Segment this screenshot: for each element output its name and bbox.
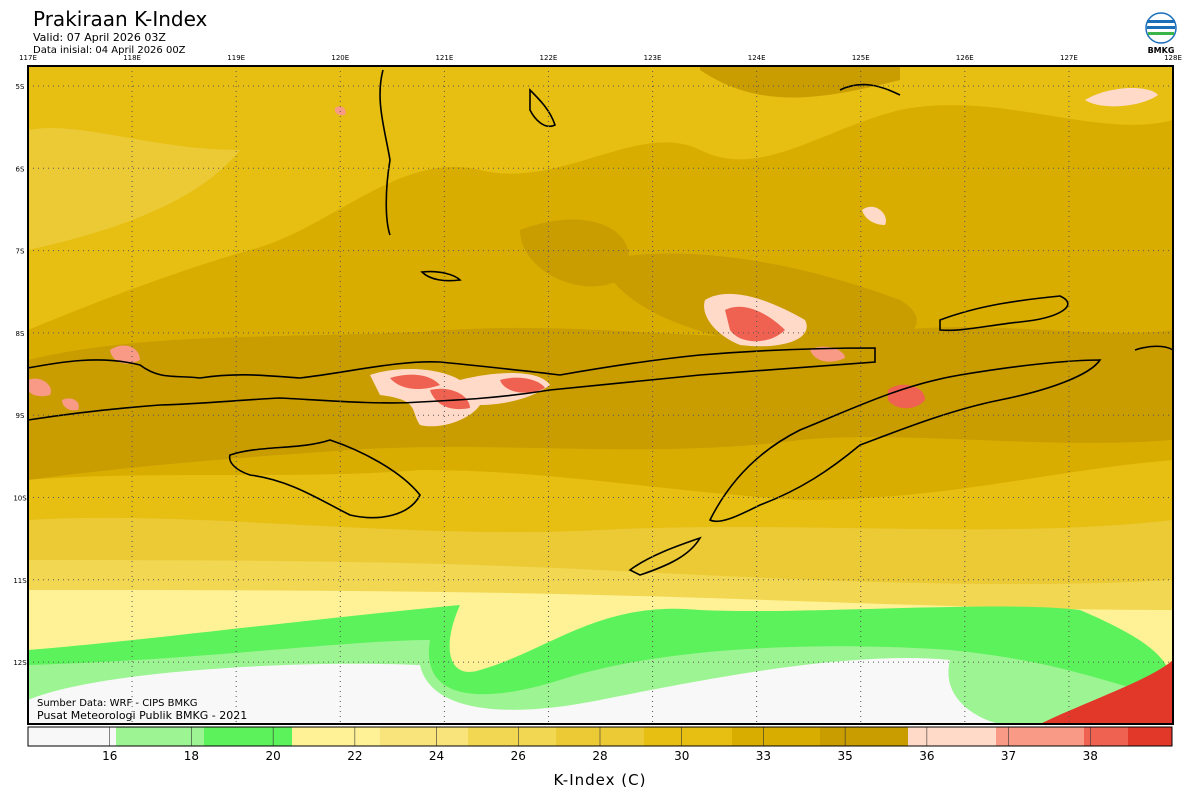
latitude-label: 5S bbox=[16, 83, 25, 91]
longitude-label: 127E bbox=[1060, 54, 1078, 62]
colorbar-segment bbox=[1084, 727, 1128, 746]
colorbar-tick-label: 22 bbox=[347, 749, 362, 763]
colorbar-segment bbox=[732, 727, 820, 746]
colorbar-tick-label: 33 bbox=[756, 749, 771, 763]
colorbar-tick-label: 38 bbox=[1083, 749, 1098, 763]
colorbar-tick-label: 24 bbox=[429, 749, 444, 763]
latitude-label: 10S bbox=[13, 495, 27, 503]
longitude-label: 122E bbox=[540, 54, 558, 62]
colorbar-tick-label: 30 bbox=[674, 749, 689, 763]
longitude-label: 118E bbox=[123, 54, 141, 62]
k-index-field bbox=[28, 66, 1173, 724]
longitude-label: 124E bbox=[748, 54, 766, 62]
colorbar-segment bbox=[996, 727, 1084, 746]
colorbar-frame bbox=[27, 726, 1173, 747]
colorbar-segment bbox=[292, 727, 380, 746]
credit-note: Pusat Meteorologi Publik BMKG - 2021 bbox=[37, 709, 247, 722]
colorbar-label: K-Index (C) bbox=[554, 771, 647, 789]
colorbar-segment bbox=[204, 727, 292, 746]
colorbar-tick-label: 26 bbox=[511, 749, 526, 763]
longitude-label: 123E bbox=[644, 54, 662, 62]
logo-text: BMKG bbox=[1148, 46, 1175, 55]
colorbar-tick-label: 36 bbox=[919, 749, 934, 763]
longitude-label: 128E bbox=[1164, 54, 1182, 62]
colorbar-segment bbox=[116, 727, 204, 746]
colorbar-tick-label: 37 bbox=[1001, 749, 1016, 763]
valid-time: Valid: 07 April 2026 03Z bbox=[33, 31, 166, 44]
latitude-label: 9S bbox=[16, 412, 25, 420]
colorbar-segment bbox=[820, 727, 908, 746]
latitude-label: 11S bbox=[13, 577, 27, 585]
colorbar-tick-label: 35 bbox=[838, 749, 853, 763]
source-note: Sumber Data: WRF - CIPS BMKG bbox=[37, 698, 197, 709]
longitude-label: 119E bbox=[227, 54, 245, 62]
latitude-label: 6S bbox=[16, 165, 25, 173]
colorbar-segment bbox=[908, 727, 996, 746]
colorbar-tick-label: 18 bbox=[184, 749, 199, 763]
colorbar-segment bbox=[1128, 727, 1172, 746]
colorbar-segment bbox=[28, 727, 116, 746]
longitude-label: 121E bbox=[435, 54, 453, 62]
colorbar-segment bbox=[468, 727, 556, 746]
longitude-label: 126E bbox=[956, 54, 974, 62]
colorbar: 16 18 20 22 24 26 28 30 33 35 36 37 38 bbox=[27, 726, 1173, 763]
latitude-label: 12S bbox=[13, 659, 27, 667]
latitude-label: 7S bbox=[16, 248, 25, 256]
colorbar-tick-label: 20 bbox=[266, 749, 281, 763]
logo: BMKG bbox=[1145, 12, 1177, 55]
map-frame bbox=[27, 65, 1174, 725]
colorbar-segment bbox=[380, 727, 468, 746]
longitude-label: 125E bbox=[852, 54, 870, 62]
colorbar-segment bbox=[644, 727, 732, 746]
longitude-label: 117E bbox=[19, 54, 37, 62]
graticule: 117E 118E 119E 120E 121E 122E 123E 124E 125E 126E… bbox=[13, 54, 1182, 724]
colorbar-tick-label: 28 bbox=[592, 749, 607, 763]
colorbar-tick-label: 16 bbox=[102, 749, 117, 763]
latitude-label: 8S bbox=[16, 330, 25, 338]
longitude-label: 120E bbox=[331, 54, 349, 62]
title: Prakiraan K-Index bbox=[33, 7, 208, 31]
initial-time: Data inisial: 04 April 2026 00Z bbox=[33, 45, 186, 56]
